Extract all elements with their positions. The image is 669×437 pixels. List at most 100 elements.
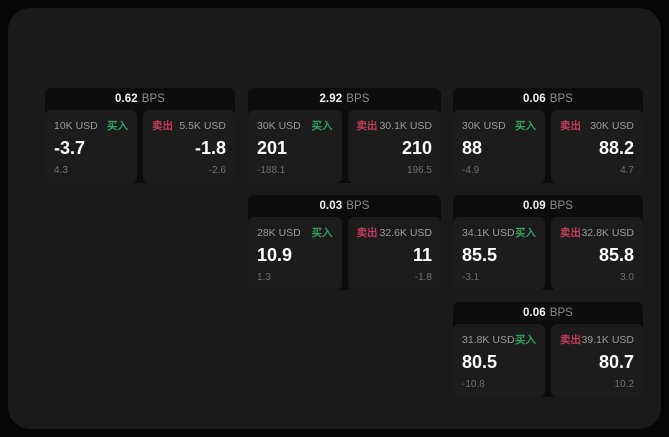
sell-panel[interactable]: 卖出 5.5K USD -1.8 -2.6 (143, 110, 235, 183)
buy-panel[interactable]: 10K USD 买入 -3.7 4.3 (45, 110, 137, 183)
card-spread-header: 0.06 BPS (453, 302, 643, 324)
buy-panel-header: 34.1K USD 买入 (462, 226, 536, 240)
sell-panel[interactable]: 卖出 30K USD 88.2 4.7 (551, 110, 643, 183)
sell-tag: 卖出 (560, 334, 581, 346)
sell-panel-header: 卖出 32.8K USD (560, 226, 634, 240)
buy-panel-header: 30K USD 买入 (257, 119, 333, 133)
sell-price: -1.8 (194, 138, 226, 158)
quote-card[interactable]: 0.06 BPS 31.8K USD 买入 80.5 -10.8 (453, 302, 643, 397)
sell-tag: 卖出 (152, 120, 173, 132)
buy-price: 201 (257, 138, 288, 158)
quote-card[interactable]: 0.03 BPS 28K USD 买入 10.9 1.3 (248, 195, 441, 290)
spread-value: 0.06 (522, 93, 546, 105)
card-spread-header: 0.62 BPS (45, 88, 235, 110)
sell-size-label: 39.1K USD (581, 333, 634, 346)
sell-delta: 196.5 (406, 165, 432, 176)
buy-size-label: 10K USD (54, 119, 98, 132)
buy-panel[interactable]: 28K USD 买入 10.9 1.3 (248, 217, 342, 290)
quote-column-1: 0.62 BPS 10K USD 买入 -3.7 4.3 (45, 88, 235, 195)
sell-panel[interactable]: 卖出 32.8K USD 85.8 3.0 (551, 217, 643, 290)
buy-tag: 买入 (515, 227, 536, 239)
card-body: 34.1K USD 买入 85.5 -3.1 卖出 32.8K USD 85. (453, 217, 643, 290)
sell-delta: -2.6 (208, 165, 226, 176)
spread-unit: BPS (549, 93, 574, 105)
buy-delta: 1.3 (257, 272, 271, 283)
buy-tag: 买入 (311, 227, 333, 239)
quote-card[interactable]: 2.92 BPS 30K USD 买入 201 -188.1 (248, 88, 441, 183)
card-spread-header: 0.09 BPS (453, 195, 643, 217)
buy-panel-header: 30K USD 买入 (462, 119, 536, 133)
buy-panel[interactable]: 34.1K USD 买入 85.5 -3.1 (453, 217, 545, 290)
sell-size-label: 30.1K USD (379, 119, 432, 132)
buy-panel-header: 28K USD 买入 (257, 226, 333, 240)
buy-size-label: 30K USD (257, 119, 301, 132)
buy-tag: 买入 (515, 334, 536, 346)
sell-size-label: 32.6K USD (379, 226, 432, 239)
buy-price: -3.7 (54, 138, 86, 158)
buy-price: 88 (462, 138, 483, 158)
card-body: 10K USD 买入 -3.7 4.3 卖出 5.5K USD -1.8 (45, 110, 235, 183)
sell-panel[interactable]: 卖出 30.1K USD 210 196.5 (347, 110, 441, 183)
spread-value: 0.62 (114, 93, 138, 105)
buy-tag: 买入 (311, 120, 333, 132)
buy-panel[interactable]: 30K USD 买入 201 -188.1 (248, 110, 342, 183)
buy-tag: 买入 (107, 120, 128, 132)
buy-panel-header: 31.8K USD 买入 (462, 333, 536, 347)
buy-price: 80.5 (462, 352, 498, 372)
sell-delta: 10.2 (614, 379, 634, 390)
buy-delta: 4.3 (54, 165, 68, 176)
sell-size-label: 5.5K USD (179, 119, 226, 132)
spread-unit: BPS (346, 200, 370, 212)
spread-value: 0.03 (319, 200, 343, 212)
card-body: 28K USD 买入 10.9 1.3 卖出 32.6K USD 11 (248, 217, 441, 290)
sell-tag: 卖出 (560, 227, 581, 239)
buy-price: 10.9 (257, 245, 293, 265)
sell-delta: 4.7 (620, 165, 634, 176)
buy-panel-header: 10K USD 买入 (54, 119, 128, 133)
sell-price: 11 (412, 245, 432, 265)
sell-size-label: 30K USD (590, 119, 634, 132)
sell-tag: 卖出 (356, 120, 378, 132)
spread-value: 0.06 (522, 307, 546, 319)
card-spread-header: 0.06 BPS (453, 88, 643, 110)
sell-delta: -1.8 (414, 272, 432, 283)
buy-size-label: 28K USD (257, 226, 301, 239)
sell-tag: 卖出 (560, 120, 581, 132)
spread-value: 2.92 (319, 93, 343, 105)
sell-price: 80.7 (598, 352, 634, 372)
sell-panel[interactable]: 卖出 32.6K USD 11 -1.8 (347, 217, 441, 290)
buy-delta: -4.9 (462, 165, 480, 176)
quote-card[interactable]: 0.62 BPS 10K USD 买入 -3.7 4.3 (45, 88, 235, 183)
buy-panel[interactable]: 30K USD 买入 88 -4.9 (453, 110, 545, 183)
sell-tag: 卖出 (356, 227, 378, 239)
buy-delta: -3.1 (462, 272, 480, 283)
sell-price: 210 (401, 138, 432, 158)
quote-card[interactable]: 0.09 BPS 34.1K USD 买入 85.5 -3.1 (453, 195, 643, 290)
buy-size-label: 31.8K USD (462, 333, 515, 346)
spread-value: 0.09 (522, 200, 546, 212)
sell-delta: 3.0 (620, 272, 634, 283)
buy-price: 85.5 (462, 245, 498, 265)
buy-panel[interactable]: 31.8K USD 买入 80.5 -10.8 (453, 324, 545, 397)
buy-delta: -188.1 (257, 165, 286, 176)
sell-panel-header: 卖出 30.1K USD (356, 119, 433, 133)
sell-price: 88.2 (598, 138, 634, 158)
buy-delta: -10.8 (462, 379, 485, 390)
quote-card[interactable]: 0.06 BPS 30K USD 买入 88 -4.9 (453, 88, 643, 183)
sell-panel-header: 卖出 30K USD (560, 119, 634, 133)
spread-unit: BPS (346, 93, 370, 105)
buy-size-label: 30K USD (462, 119, 506, 132)
sell-panel[interactable]: 卖出 39.1K USD 80.7 10.2 (551, 324, 643, 397)
quote-column-3: 0.06 BPS 30K USD 买入 88 -4.9 (453, 88, 643, 409)
spread-unit: BPS (549, 200, 574, 212)
spread-unit: BPS (141, 93, 166, 105)
buy-tag: 买入 (515, 120, 536, 132)
dashboard-surface: 0.62 BPS 10K USD 买入 -3.7 4.3 (8, 8, 661, 429)
card-spread-header: 0.03 BPS (248, 195, 441, 217)
sell-price: 85.8 (598, 245, 634, 265)
sell-panel-header: 卖出 5.5K USD (152, 119, 226, 133)
sell-panel-header: 卖出 32.6K USD (356, 226, 433, 240)
card-spread-header: 2.92 BPS (248, 88, 441, 110)
sell-size-label: 32.8K USD (581, 226, 634, 239)
